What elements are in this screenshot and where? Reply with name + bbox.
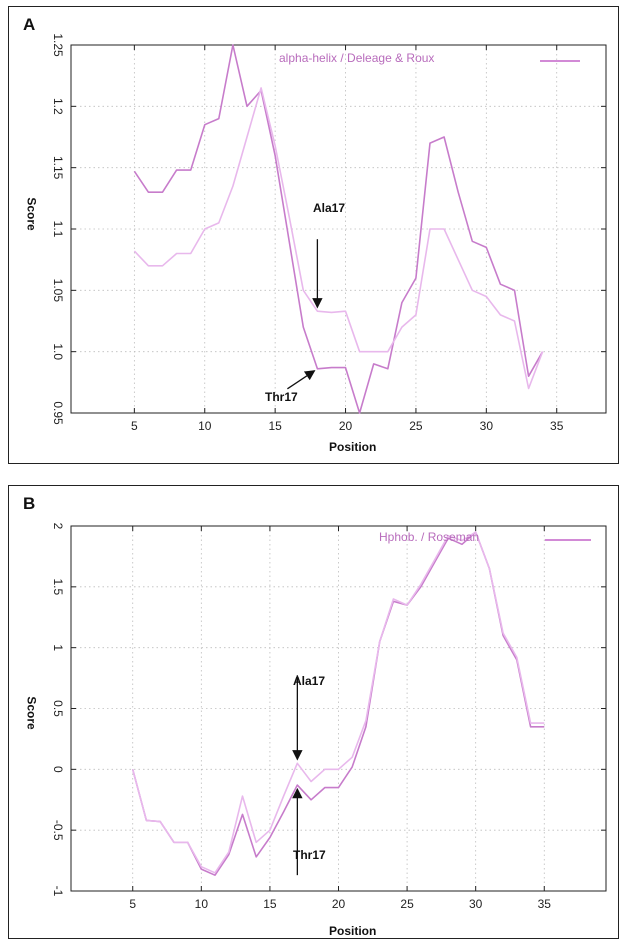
annotation-ala17: Ala17 (313, 201, 346, 215)
annotation-ala17: Ala17 (293, 674, 326, 688)
y-tick-label: 1.5 (51, 578, 65, 595)
y-tick-label: -1 (51, 886, 65, 897)
panel-label: B (23, 494, 36, 513)
y-tick-label: 1.05 (51, 279, 65, 303)
chart-b-plot: 5 10 15 20 25 30 35 -1 -0.5 0 0.5 1 1.5 2 (51, 523, 607, 911)
x-tick-label: 30 (480, 419, 494, 433)
y-axis-label: Score (24, 696, 39, 730)
x-axis-label: Position (329, 924, 377, 938)
y-tick-label: 1.1 (51, 221, 65, 238)
chart-panel-a: A 5 10 15 20 25 30 35 0.95 1.0 1.05 1.1 1.15 1.2 1.25… (8, 6, 619, 464)
chart-panel-b: B 5 10 15 20 25 30 35 -1 -0.5 0 0.5 1 1.5 2 Score Pos… (8, 485, 619, 939)
x-tick-label: 35 (538, 897, 552, 911)
legend-line (545, 539, 591, 541)
y-tick-label: 1.15 (51, 156, 65, 180)
chart-a-plot: 5 10 15 20 25 30 35 0.95 1.0 1.05 1.1 1.15 1.2 1.25 (51, 33, 607, 433)
x-tick-label: 10 (195, 897, 209, 911)
y-tick-label: 0.5 (51, 700, 65, 717)
y-tick-label: 1 (51, 644, 65, 651)
x-tick-label: 5 (131, 419, 138, 433)
x-tick-label: 35 (550, 419, 564, 433)
annotation-thr17: Thr17 (293, 848, 326, 862)
annotation-thr17: Thr17 (265, 390, 298, 404)
x-axis-label: Position (329, 440, 377, 454)
legend-entry: Hphob. / Roseman (379, 530, 480, 544)
panel-label: A (23, 15, 36, 34)
y-tick-label: 2 (51, 523, 65, 530)
x-tick-label: 25 (409, 419, 423, 433)
x-tick-label: 25 (400, 897, 414, 911)
series-line-2 (133, 87, 544, 390)
y-tick-label: 1.25 (51, 33, 65, 57)
y-tick-label: 0 (51, 766, 65, 773)
x-tick-label: 20 (339, 419, 353, 433)
y-tick-label: 1.0 (51, 343, 65, 360)
x-tick-label: 15 (263, 897, 277, 911)
y-axis-label: Score (24, 197, 39, 231)
annotation-arrow (287, 370, 316, 390)
series-line-2 (131, 531, 545, 874)
x-tick-label: 30 (469, 897, 483, 911)
x-tick-label: 10 (198, 419, 212, 433)
y-tick-label: 1.2 (51, 98, 65, 115)
series-line-1 (133, 44, 544, 414)
y-tick-label: 0.95 (51, 401, 65, 425)
legend-line (540, 60, 580, 62)
x-tick-label: 5 (129, 897, 136, 911)
legend-entry: alpha-helix / Deleage & Roux (279, 51, 435, 65)
x-tick-label: 15 (268, 419, 282, 433)
x-tick-label: 20 (332, 897, 346, 911)
y-tick-label: -0.5 (51, 820, 65, 841)
